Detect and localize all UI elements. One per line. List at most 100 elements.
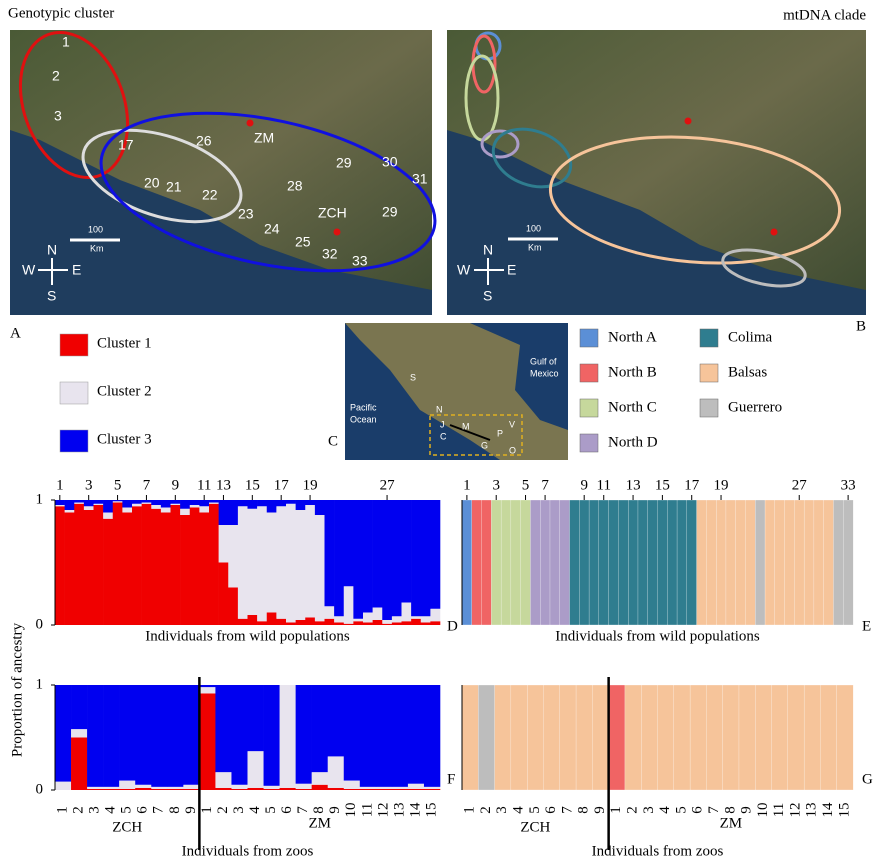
legend-swatch bbox=[579, 328, 599, 348]
bar-segment bbox=[151, 786, 168, 789]
bar-segment bbox=[286, 500, 296, 504]
x-axis-title: Individuals from zoos bbox=[182, 843, 314, 859]
bar-segment bbox=[151, 500, 162, 505]
x-tick-label: 19 bbox=[714, 477, 729, 493]
bar-segment bbox=[151, 788, 168, 790]
bar-segment bbox=[411, 616, 422, 619]
bar-segment bbox=[103, 518, 114, 625]
bar bbox=[579, 499, 590, 626]
bar-segment bbox=[183, 788, 200, 790]
x-tick-label: 1 bbox=[199, 806, 215, 814]
bar-segment bbox=[170, 503, 181, 505]
legend-swatch bbox=[59, 429, 89, 453]
bar bbox=[673, 684, 691, 791]
group-label: ZM bbox=[308, 815, 331, 831]
x-tick-label: 11 bbox=[197, 477, 211, 493]
x-tick-label: 1 bbox=[462, 806, 478, 814]
bar bbox=[823, 499, 834, 626]
bar-segment bbox=[199, 506, 210, 513]
bar-segment bbox=[74, 503, 85, 625]
bar-segment bbox=[314, 621, 325, 625]
bar bbox=[481, 499, 492, 626]
x-tick-label: 15 bbox=[245, 477, 260, 493]
bar-segment bbox=[160, 500, 171, 508]
bar-segment bbox=[103, 786, 120, 789]
bar-segment bbox=[266, 512, 277, 613]
legend-swatch bbox=[59, 333, 89, 357]
bar bbox=[764, 499, 776, 626]
bar bbox=[559, 684, 577, 791]
x-tick-label: 6 bbox=[543, 806, 559, 814]
site-label: 32 bbox=[322, 246, 338, 262]
bar bbox=[569, 499, 580, 626]
scale-unit: Km bbox=[528, 242, 542, 252]
x-tick-label: 4 bbox=[247, 806, 263, 814]
bar-segment bbox=[295, 510, 306, 620]
bar-segment bbox=[71, 685, 88, 730]
bar bbox=[543, 684, 561, 791]
inset-label: S bbox=[410, 372, 416, 382]
bar bbox=[803, 499, 815, 626]
inset-label: C bbox=[440, 431, 447, 441]
x-tick-label: 11 bbox=[359, 803, 375, 817]
bar-segment bbox=[103, 500, 114, 513]
bar-segment bbox=[372, 620, 383, 625]
bar-segment bbox=[343, 788, 361, 790]
bar-segment bbox=[209, 502, 219, 504]
bar-segment bbox=[363, 622, 373, 625]
bar-segment bbox=[266, 612, 277, 625]
bar-segment bbox=[430, 621, 441, 625]
bar-segment bbox=[74, 500, 85, 503]
compass: W bbox=[22, 262, 36, 278]
bar-segment bbox=[430, 608, 441, 622]
x-tick-label: 4 bbox=[103, 806, 119, 814]
legend-swatch bbox=[579, 433, 599, 453]
x-tick-label: 3 bbox=[492, 477, 500, 493]
bar-segment bbox=[167, 685, 184, 787]
legend-swatch bbox=[699, 328, 719, 348]
map-b: 100 Km N W E S bbox=[447, 30, 866, 315]
y-tick-label: 0 bbox=[36, 781, 44, 797]
bar-segment bbox=[218, 562, 229, 625]
bar bbox=[598, 499, 610, 626]
bar-segment bbox=[199, 500, 210, 507]
bar-segment bbox=[112, 500, 123, 502]
bar-segment bbox=[353, 500, 364, 619]
bar-segment bbox=[122, 500, 133, 508]
bar-segment bbox=[382, 500, 393, 620]
bar bbox=[641, 684, 658, 791]
x-tick-label: 7 bbox=[541, 477, 549, 493]
bar-segment bbox=[141, 502, 152, 504]
bar-segment bbox=[382, 620, 393, 624]
site-label: 30 bbox=[382, 154, 398, 170]
scale-unit: Km bbox=[90, 243, 104, 253]
x-axis-title: Individuals from wild populations bbox=[555, 628, 760, 644]
x-tick-label: 12 bbox=[787, 803, 803, 818]
bar-segment bbox=[64, 500, 75, 510]
bar bbox=[771, 684, 789, 791]
x-tick-label: 17 bbox=[684, 477, 700, 493]
bar-segment bbox=[180, 508, 191, 515]
bar bbox=[500, 499, 512, 626]
site-label: 1 bbox=[62, 34, 70, 50]
x-tick-label: 9 bbox=[580, 477, 588, 493]
bar-segment bbox=[189, 507, 200, 625]
scale-label: 100 bbox=[88, 224, 103, 234]
bar-segment bbox=[215, 685, 232, 773]
bar-segment bbox=[324, 618, 335, 625]
bar-segment bbox=[276, 506, 287, 619]
x-tick-label: 3 bbox=[641, 806, 657, 814]
bar-segment bbox=[71, 729, 88, 738]
x-tick-label: 4 bbox=[657, 806, 673, 814]
bar-segment bbox=[119, 685, 136, 781]
bar-segment bbox=[295, 783, 312, 789]
bar-segment bbox=[231, 784, 248, 789]
bar bbox=[774, 499, 786, 626]
bar-segment bbox=[305, 505, 316, 618]
compass: S bbox=[483, 288, 492, 304]
bar-segment bbox=[407, 788, 425, 790]
legend-label: Colima bbox=[728, 329, 773, 345]
panel-label: A bbox=[10, 325, 21, 341]
x-tick-label: 17 bbox=[274, 477, 290, 493]
bar-segment bbox=[343, 586, 354, 624]
